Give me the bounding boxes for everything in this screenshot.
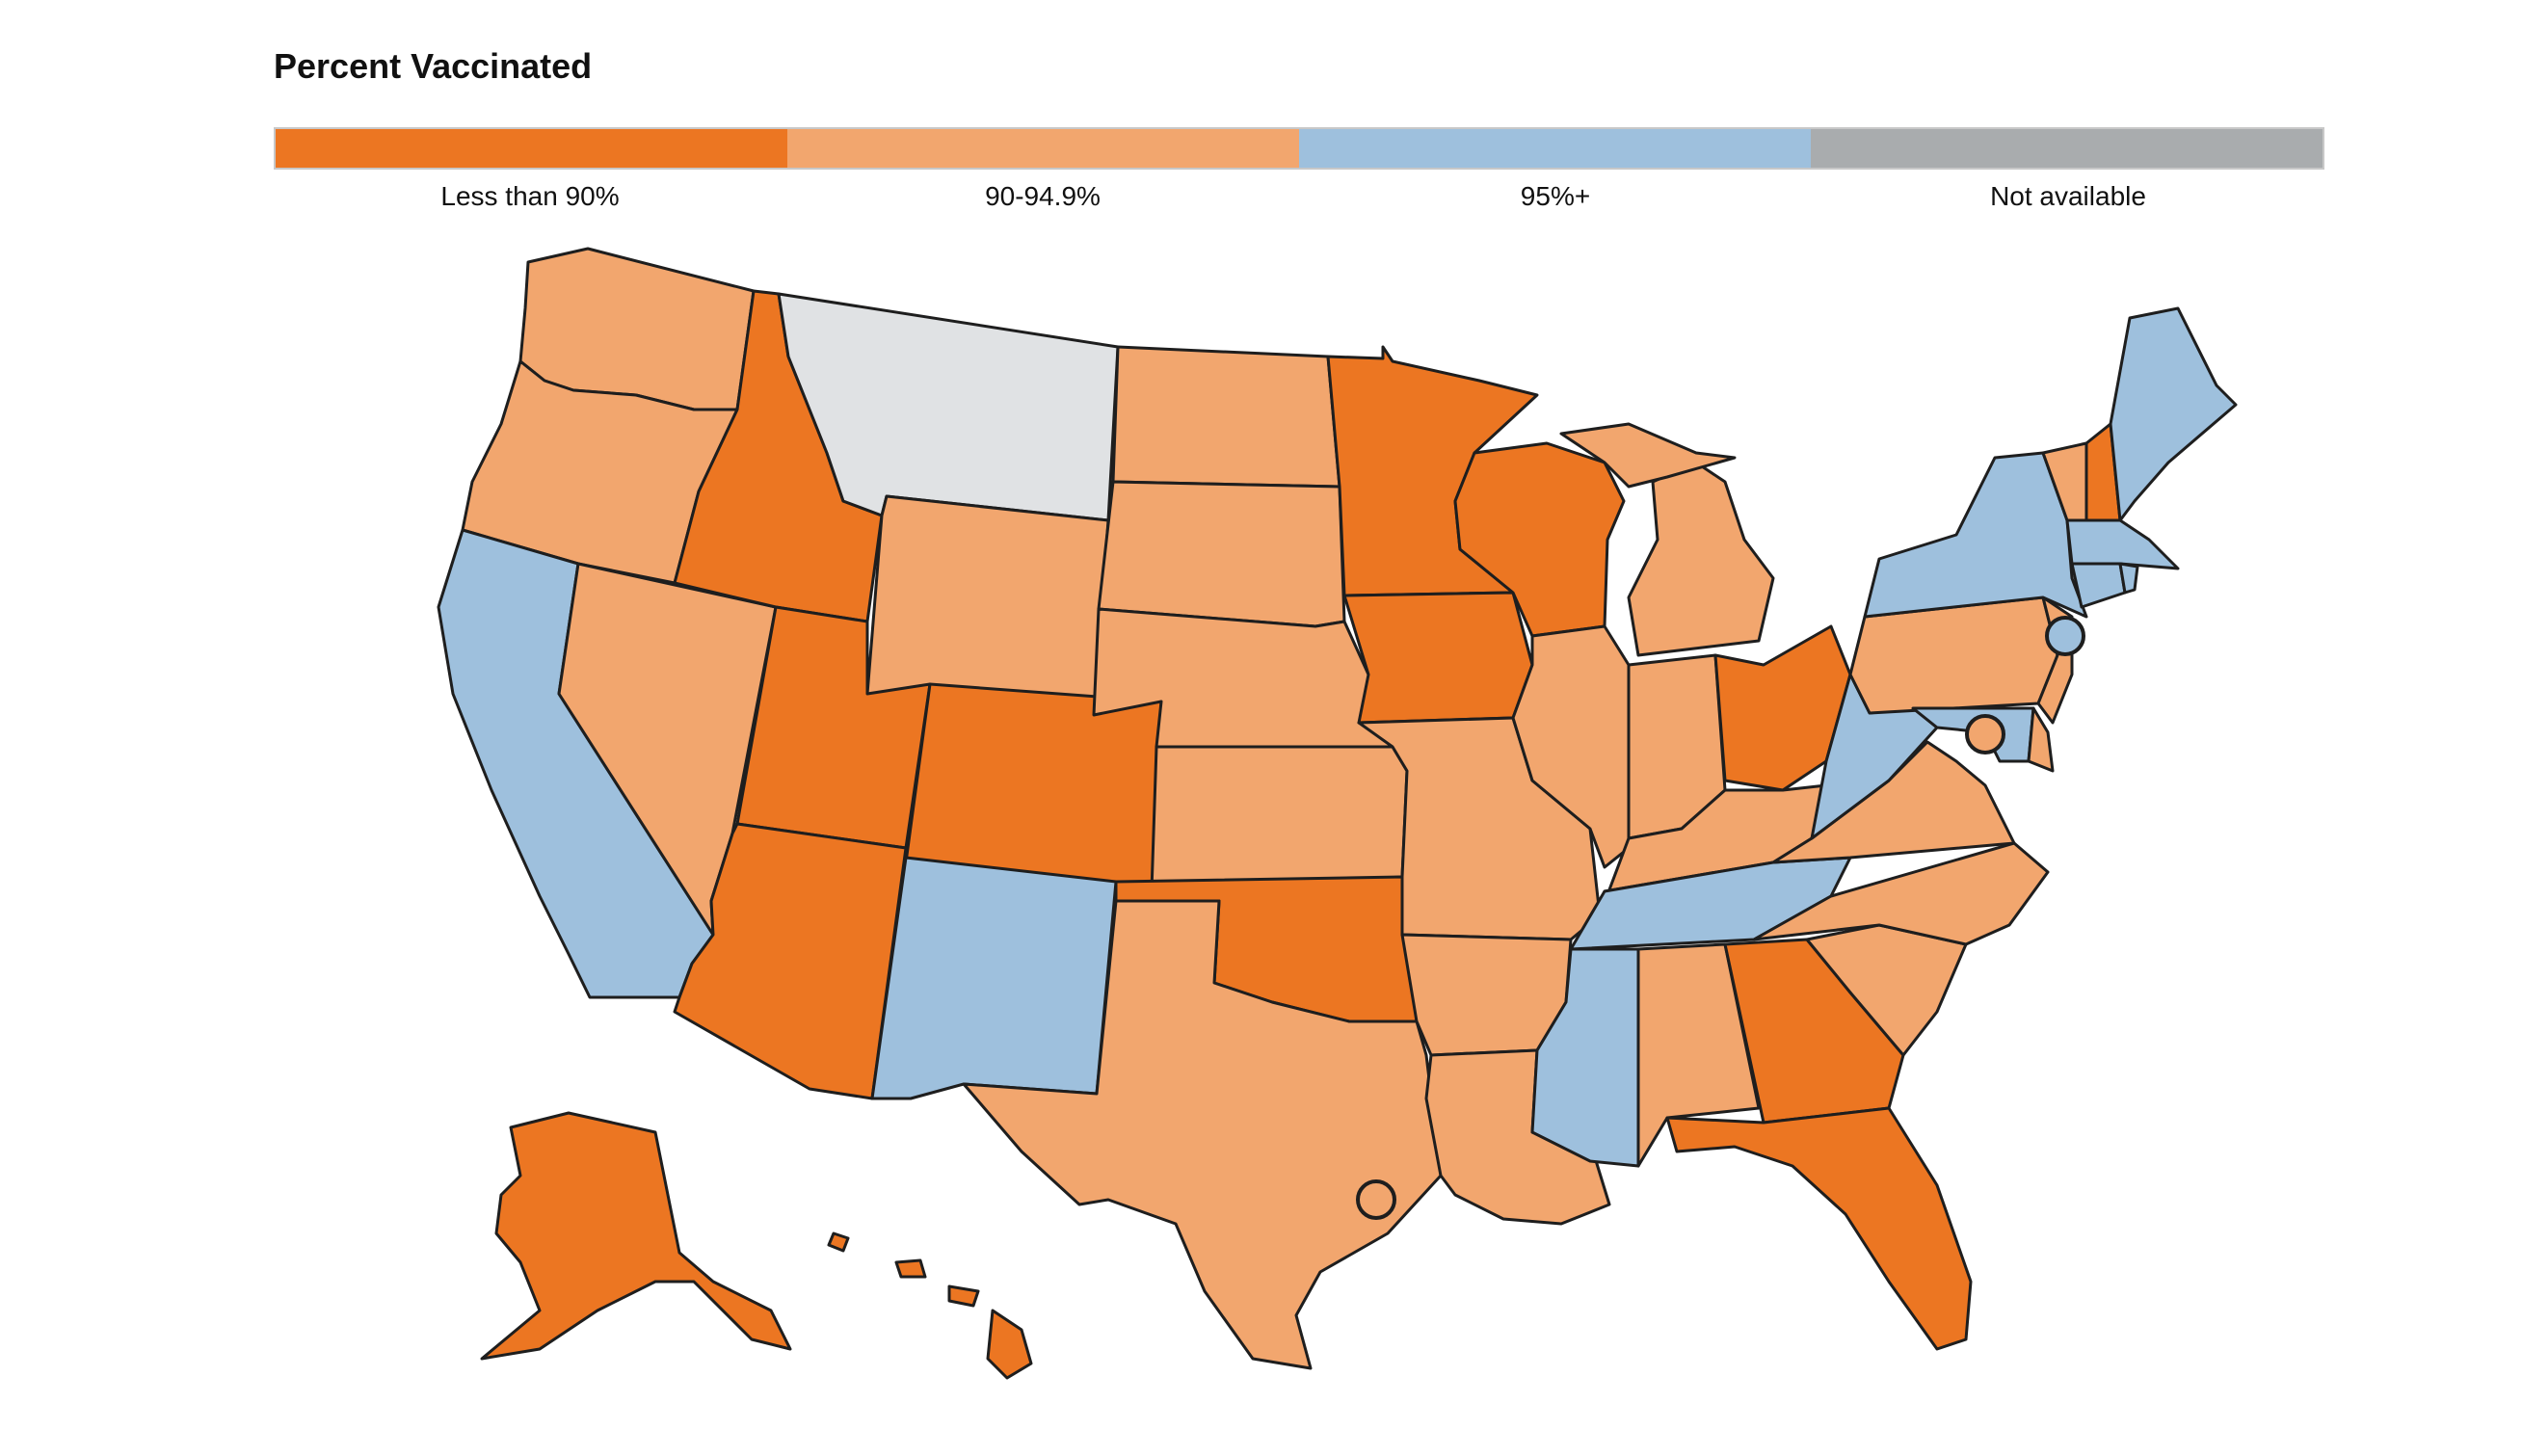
- legend-labels: Less than 90% 90-94.9% 95%+ Not availabl…: [274, 181, 2324, 212]
- legend-swatch-95-plus: [1299, 129, 1811, 168]
- state-NM[interactable]: [870, 856, 1118, 1100]
- legend-label: Less than 90%: [440, 181, 620, 211]
- state-TX[interactable]: [962, 899, 1443, 1370]
- state-MA[interactable]: [2065, 518, 2180, 570]
- state-SD[interactable]: [1097, 480, 1346, 628]
- state-FL[interactable]: [1665, 1106, 1973, 1351]
- state-MI[interactable]: [1627, 461, 1775, 657]
- state-KS[interactable]: [1150, 745, 1409, 893]
- city-marker-new-york[interactable]: [2045, 616, 2085, 656]
- map-title: Percent Vaccinated: [274, 46, 593, 86]
- state-HI-islands[interactable]: [947, 1284, 980, 1308]
- legend-swatch-less-than-90: [276, 129, 787, 168]
- city-marker-houston[interactable]: [1356, 1179, 1396, 1220]
- state-ND[interactable]: [1111, 345, 1341, 489]
- city-marker-washington-dc[interactable]: [1965, 714, 2005, 754]
- state-ME[interactable]: [2109, 306, 2238, 522]
- legend-swatch-90-94: [787, 129, 1299, 168]
- state-NC[interactable]: [1752, 841, 2050, 946]
- state-HI-islands[interactable]: [827, 1231, 850, 1253]
- state-DE[interactable]: [2027, 706, 2055, 773]
- state-MI-upper[interactable]: [1559, 422, 1737, 489]
- legend-swatch-not-available: [1811, 129, 2323, 168]
- state-IA[interactable]: [1342, 591, 1534, 725]
- state-HI[interactable]: [986, 1309, 1033, 1380]
- state-WY[interactable]: [865, 494, 1110, 717]
- state-CT[interactable]: [2070, 562, 2127, 609]
- state-IL[interactable]: [1511, 624, 1631, 869]
- legend-label: 95%+: [1520, 181, 1591, 211]
- state-AL[interactable]: [1636, 942, 1761, 1168]
- legend-label: Not available: [1990, 181, 2146, 211]
- legend-label: 90-94.9%: [985, 181, 1101, 211]
- state-HI-islands[interactable]: [894, 1258, 927, 1279]
- color-legend: [274, 127, 2324, 170]
- state-RI[interactable]: [2118, 562, 2139, 595]
- state-AK[interactable]: [480, 1111, 792, 1361]
